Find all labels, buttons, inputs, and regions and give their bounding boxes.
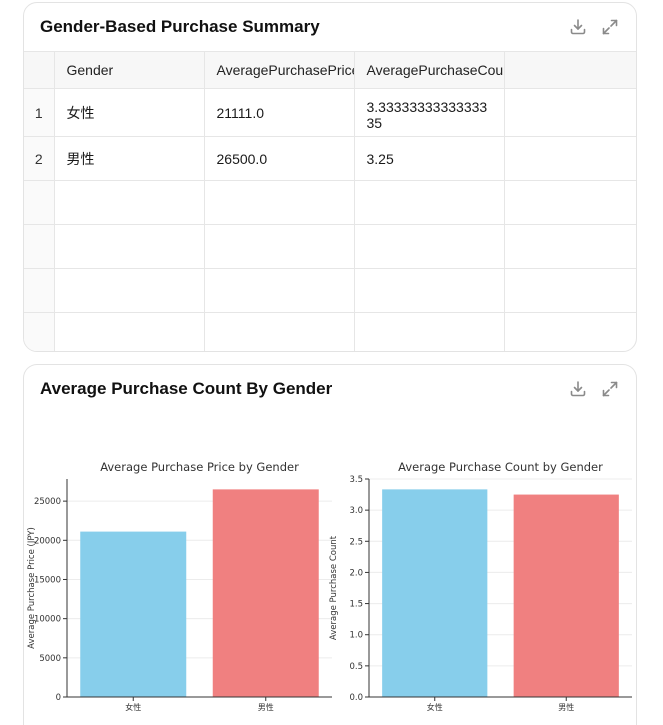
empty-cell bbox=[504, 224, 636, 269]
empty-cell bbox=[504, 88, 636, 137]
chart-2-xtick-label: 男性 bbox=[558, 702, 574, 712]
chart-1-title: Average Purchase Price by Gender bbox=[100, 460, 299, 474]
chart-1-ylabel: Average Purchase Price (JPY) bbox=[27, 527, 37, 649]
price-cell[interactable]: 21111.0 bbox=[204, 88, 355, 137]
chart-2-ytick-label: 3.5 bbox=[349, 475, 363, 485]
empty-cell bbox=[504, 312, 636, 351]
chart-card: Average Purchase Count By Gender Average… bbox=[23, 364, 637, 725]
chart-2-ytick-label: 0.5 bbox=[349, 662, 363, 672]
chart-1-ytick-label: 25000 bbox=[34, 497, 61, 507]
empty-cell bbox=[354, 268, 505, 313]
empty-cell bbox=[204, 180, 355, 225]
empty-cell bbox=[24, 180, 55, 225]
bar-charts: Average Purchase Price by Gender Average … bbox=[27, 460, 632, 712]
chart-area: Average Purchase Price by Gender Average … bbox=[24, 413, 636, 718]
index-header bbox=[24, 52, 55, 89]
empty-cell bbox=[54, 180, 205, 225]
chart-1-xtick-label: 男性 bbox=[258, 702, 274, 712]
table-header-row: Gender AveragePurchasePrice AveragePurch… bbox=[24, 52, 636, 89]
empty-cell bbox=[354, 180, 505, 225]
empty-cell bbox=[54, 268, 205, 313]
empty-cell bbox=[24, 268, 55, 313]
expand-icon[interactable] bbox=[600, 17, 620, 37]
table-card: Gender-Based Purchase Summary Gender Ave… bbox=[23, 2, 637, 352]
column-header-gender[interactable]: Gender bbox=[54, 52, 205, 89]
chart-1-ytick-label: 15000 bbox=[34, 575, 61, 585]
chart-2-xtick-label: 女性 bbox=[427, 702, 443, 712]
chart-1-ytick-label: 20000 bbox=[34, 536, 61, 546]
table-card-header: Gender-Based Purchase Summary bbox=[24, 3, 636, 52]
empty-header bbox=[504, 52, 636, 89]
table-card-title: Gender-Based Purchase Summary bbox=[40, 17, 320, 36]
chart-2-ytick-label: 3.0 bbox=[349, 506, 363, 516]
chart-1-ytick-label: 0 bbox=[56, 693, 61, 703]
column-header-average-purchase-count[interactable]: AveragePurchaseCount bbox=[354, 52, 505, 89]
chart-1-ytick-label: 10000 bbox=[34, 615, 61, 625]
empty-row bbox=[24, 312, 636, 351]
empty-cell bbox=[24, 224, 55, 269]
count-cell[interactable]: 3.25 bbox=[354, 136, 505, 181]
summary-table: Gender AveragePurchasePrice AveragePurch… bbox=[24, 52, 636, 351]
chart-1-bar-1 bbox=[80, 531, 187, 697]
gender-cell[interactable]: 男性 bbox=[54, 136, 205, 181]
chart-1-xtick-label: 女性 bbox=[125, 702, 141, 712]
chart-2-ytick-label: 2.0 bbox=[349, 568, 363, 578]
empty-cell bbox=[204, 312, 355, 351]
empty-row bbox=[24, 224, 636, 269]
chart-2-ytick-label: 1.5 bbox=[349, 600, 363, 610]
chart-2-title: Average Purchase Count by Gender bbox=[398, 460, 603, 474]
table-row: 1 女性 21111.0 3.3333333333333335 bbox=[24, 88, 636, 137]
empty-cell bbox=[54, 224, 205, 269]
column-header-average-purchase-price[interactable]: AveragePurchasePrice bbox=[204, 52, 355, 89]
row-index: 1 bbox=[24, 88, 55, 137]
price-cell[interactable]: 26500.0 bbox=[204, 136, 355, 181]
chart-card-header: Average Purchase Count By Gender bbox=[24, 365, 636, 413]
table-row: 2 男性 26500.0 3.25 bbox=[24, 136, 636, 181]
expand-icon[interactable] bbox=[600, 379, 620, 399]
empty-cell bbox=[204, 268, 355, 313]
chart-2-ytick-label: 1.0 bbox=[349, 631, 363, 641]
empty-cell bbox=[504, 268, 636, 313]
chart-1-bar-2 bbox=[212, 489, 319, 697]
empty-cell bbox=[504, 136, 636, 181]
chart-1-ytick-label: 5000 bbox=[39, 654, 61, 664]
empty-cell bbox=[54, 312, 205, 351]
chart-2-bar-1 bbox=[382, 489, 488, 697]
chart-2-bar-2 bbox=[513, 494, 619, 697]
empty-cell bbox=[204, 224, 355, 269]
empty-cell bbox=[354, 312, 505, 351]
row-index: 2 bbox=[24, 136, 55, 181]
chart-2-ytick-label: 0.0 bbox=[349, 693, 363, 703]
chart-2-ytick-label: 2.5 bbox=[349, 537, 363, 547]
empty-row bbox=[24, 268, 636, 313]
count-cell[interactable]: 3.3333333333333335 bbox=[354, 88, 505, 137]
empty-cell bbox=[24, 312, 55, 351]
download-icon[interactable] bbox=[568, 17, 588, 37]
empty-cell bbox=[504, 180, 636, 225]
gender-cell[interactable]: 女性 bbox=[54, 88, 205, 137]
chart-card-title: Average Purchase Count By Gender bbox=[40, 379, 333, 398]
empty-row bbox=[24, 180, 636, 225]
chart-2-ylabel: Average Purchase Count bbox=[329, 535, 339, 640]
download-icon[interactable] bbox=[568, 379, 588, 399]
empty-cell bbox=[354, 224, 505, 269]
